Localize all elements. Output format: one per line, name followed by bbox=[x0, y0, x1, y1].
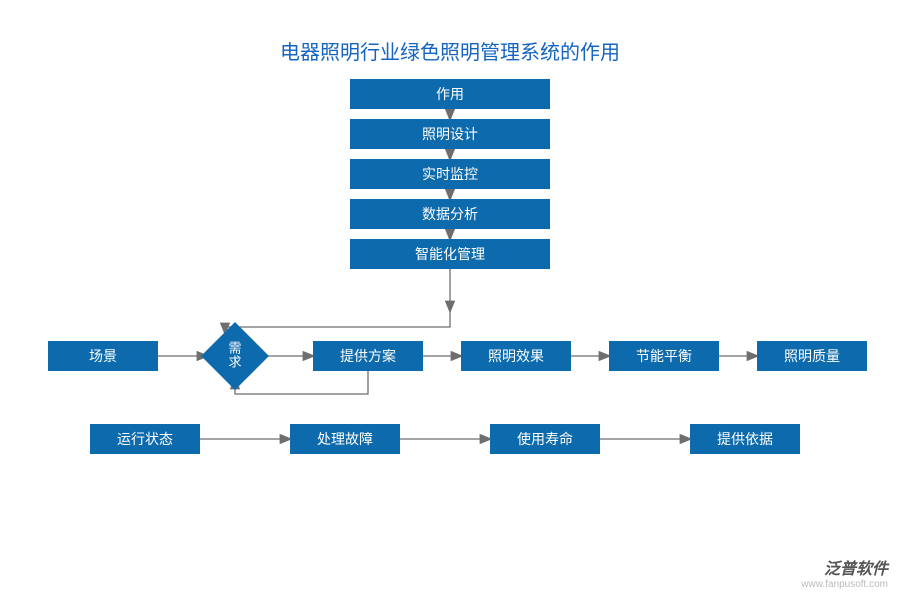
n-basis: 提供依据 bbox=[690, 424, 800, 454]
watermark-url: www.fanpusoft.com bbox=[801, 579, 888, 590]
n-status: 运行状态 bbox=[90, 424, 200, 454]
n-monitor: 实时监控 bbox=[350, 159, 550, 189]
n-fault: 处理故障 bbox=[290, 424, 400, 454]
n-role: 作用 bbox=[350, 79, 550, 109]
watermark-main: 泛普软件 bbox=[801, 555, 888, 579]
n-plan: 提供方案 bbox=[313, 341, 423, 371]
n-analyze: 数据分析 bbox=[350, 199, 550, 229]
n-quality: 照明质量 bbox=[757, 341, 867, 371]
n-scene: 场景 bbox=[48, 341, 158, 371]
n-demand: 需 求 bbox=[211, 332, 259, 380]
n-balance: 节能平衡 bbox=[609, 341, 719, 371]
a6 bbox=[225, 311, 450, 333]
n-effect: 照明效果 bbox=[461, 341, 571, 371]
n-design: 照明设计 bbox=[350, 119, 550, 149]
title: 电器照明行业绿色照明管理系统的作用 bbox=[0, 0, 900, 65]
n-life: 使用寿命 bbox=[490, 424, 600, 454]
watermark: 泛普软件 www.fanpusoft.com bbox=[801, 555, 888, 590]
flowchart-canvas: 作用照明设计实时监控数据分析智能化管理场景 提供方案 照明效果 节能平衡 照明质量 需 求… bbox=[0, 79, 900, 519]
n-smart: 智能化管理 bbox=[350, 239, 550, 269]
